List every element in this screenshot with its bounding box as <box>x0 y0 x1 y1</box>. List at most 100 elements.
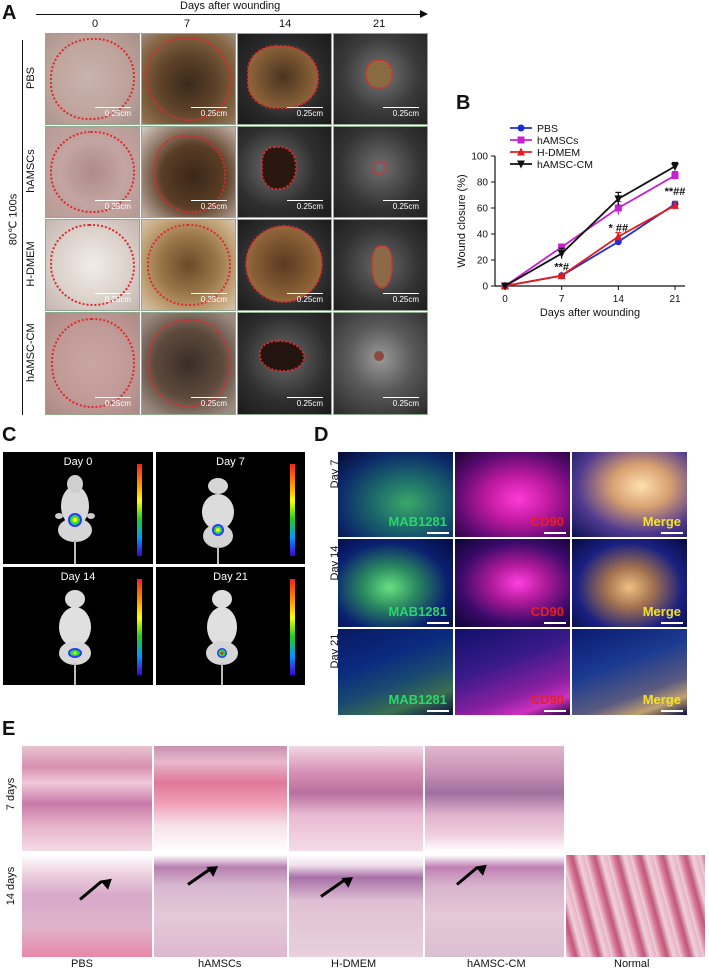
wound-photo-pbs-day7: 0.25cm <box>141 33 236 125</box>
scale-bar <box>661 710 683 712</box>
mouse-silhouette-icon <box>202 478 234 564</box>
bioluminescence-panel-day21: Day 21 <box>156 567 305 685</box>
arrow-icon <box>79 880 103 901</box>
series-line <box>504 203 676 287</box>
time-arrow-head-icon <box>420 10 428 18</box>
series-hamsc-cm: hAMSC-CM <box>501 159 679 291</box>
scale-bar <box>427 622 449 624</box>
scale-bar: 0.25cm <box>383 200 419 211</box>
legend-label: hAMSC-CM <box>537 159 593 171</box>
scale-bar: 0.25cm <box>383 107 419 118</box>
wound-outline <box>247 45 319 109</box>
channel-label: MAB1281 <box>388 514 447 529</box>
column-label-pbs: PBS <box>71 958 94 970</box>
wound-photo-pbs-day14: 0.25cm <box>237 33 332 125</box>
mouse-silhouette-icon <box>55 475 95 564</box>
arrow-head-icon <box>341 872 357 888</box>
fluorescence-day14-cd90: CD90 <box>455 539 570 627</box>
scale-bar <box>427 710 449 712</box>
column-label-h-dmem: H-DMEM <box>331 958 377 970</box>
group-bracket-line <box>22 40 23 415</box>
scale-bar: 0.25cm <box>383 293 419 304</box>
scale-bar <box>544 622 566 624</box>
y-tick-label: 0 <box>482 282 488 293</box>
scale-bar: 0.25cm <box>191 293 227 304</box>
panel-title: Day 0 <box>63 456 93 468</box>
wound-outline <box>261 146 297 190</box>
x-axis-label: Days after wounding <box>540 307 640 319</box>
data-point <box>558 243 566 251</box>
wound-photo-hamscs-day14: 0.25cm <box>237 126 332 218</box>
legend-label: PBS <box>537 123 558 135</box>
mouse-silhouette-icon <box>59 590 91 685</box>
color-scale-bar <box>137 464 142 556</box>
row-label-hamscs: hAMSCs <box>25 149 37 193</box>
scale-bar: 0.25cm <box>383 397 419 408</box>
scale-bar <box>427 532 449 534</box>
scale-bar: 0.25cm <box>191 200 227 211</box>
column-label-normal: Normal <box>614 958 650 970</box>
data-point <box>501 282 509 291</box>
wound-photo-h-dmem-day0: 0.25cm <box>45 219 140 311</box>
scale-bar <box>661 622 683 624</box>
wound-photo-hamsc-cm-day21: 0.25cm <box>333 312 428 415</box>
he-stain-hamscs-7days <box>154 746 287 851</box>
bioluminescence-panel-day7: Day 7 <box>156 452 305 564</box>
fluorescence-day14-merge: Merge <box>572 539 687 627</box>
scale-bar: 0.25cm <box>287 397 323 408</box>
wound-outline <box>51 318 135 408</box>
scale-bar <box>544 532 566 534</box>
wound-photo-pbs-day0: 0.25cm <box>45 33 140 125</box>
data-point <box>614 195 623 204</box>
wound-scab <box>374 351 384 361</box>
column-label-hamscs: hAMSCs <box>198 958 242 970</box>
y-tick-label: 20 <box>477 256 489 267</box>
wound-photo-h-dmem-day14: 0.25cm <box>237 219 332 311</box>
channel-label: Merge <box>642 514 681 529</box>
he-stain-normal <box>566 855 705 957</box>
wound-photo-hamscs-day0: 0.25cm <box>45 126 140 218</box>
data-point <box>614 232 623 241</box>
channel-label: Merge <box>642 692 681 707</box>
channel-label: CD90 <box>530 604 564 619</box>
group-label: 80℃ 100s <box>7 193 20 246</box>
panel-a-time-axis-label: Days after wounding <box>180 0 281 12</box>
day-label-0: 0 <box>92 18 99 30</box>
fluorescence-day7-cd90: CD90 <box>455 452 570 537</box>
day-label-21: 21 <box>373 18 386 30</box>
row-label-h-dmem: H-DMEM <box>25 241 37 287</box>
wound-outline <box>154 135 226 213</box>
significance-annotation: **## <box>665 186 686 198</box>
he-stain-hamsc-cm-14days <box>425 855 564 957</box>
wound-outline <box>50 131 135 213</box>
scale-bar <box>661 532 683 534</box>
wound-outline <box>50 224 135 306</box>
legend-marker <box>517 147 525 156</box>
data-point <box>671 172 679 179</box>
y-tick-label: 60 <box>477 204 489 215</box>
x-tick-label: 14 <box>613 294 625 305</box>
column-label-hamsc-cm: hAMSC-CM <box>467 958 526 970</box>
arrow-head-icon <box>100 874 116 890</box>
wound-outline <box>372 161 388 175</box>
fluorescence-day7-mab1281: MAB1281 <box>338 452 453 537</box>
legend-label: H-DMEM <box>537 147 580 159</box>
row-label-14-days: 14 days <box>5 866 17 906</box>
wound-photo-hamscs-day7: 0.25cm <box>141 126 236 218</box>
he-stain-h-dmem-7days <box>289 746 423 851</box>
wound-photo-hamsc-cm-day14: 0.25cm <box>237 312 332 415</box>
color-scale-bar <box>137 579 142 675</box>
panel-c-letter: C <box>2 424 17 446</box>
legend-marker <box>517 136 525 144</box>
series-h-dmem: H-DMEM <box>501 147 679 290</box>
mouse-silhouette-icon <box>206 590 238 685</box>
scale-bar: 0.25cm <box>95 200 131 211</box>
day-label-14: 14 <box>279 18 292 30</box>
panel-e-letter: E <box>2 718 16 740</box>
arrow-head-icon <box>206 861 222 877</box>
row-label-hamsc-cm: hAMSC-CM <box>25 323 37 382</box>
time-arrow-line <box>36 14 426 15</box>
panel-title: Day 14 <box>60 571 96 583</box>
fluorescence-day14-mab1281: MAB1281 <box>338 539 453 627</box>
channel-label: CD90 <box>530 514 564 529</box>
